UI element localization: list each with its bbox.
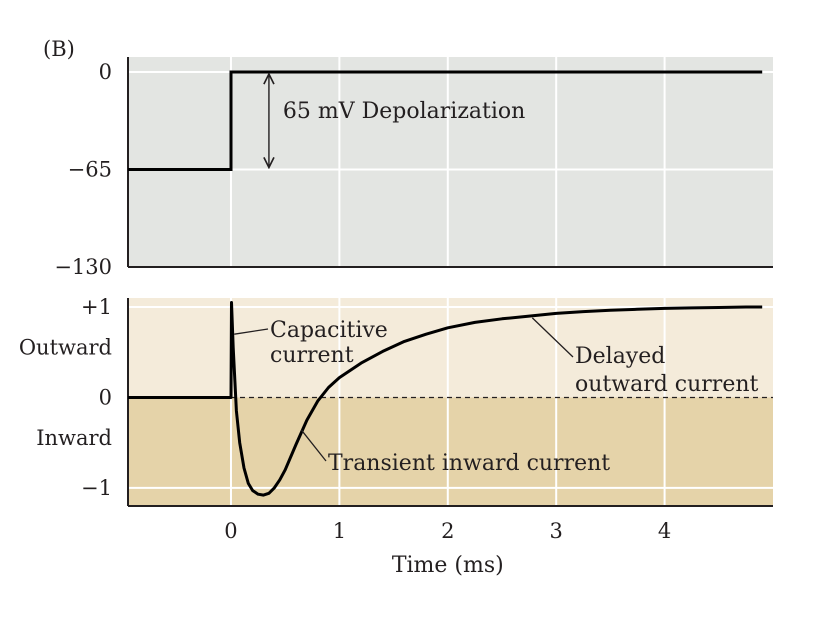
current-trace [128, 301, 763, 497]
depolarization-label: 65 mV Depolarization [283, 99, 525, 124]
current-y-tick-label: −1 [81, 476, 112, 500]
voltage-y-tick-label: −130 [54, 255, 112, 279]
current-y-ticks: +1 0 −1 [81, 295, 112, 500]
voltage-panel: 0 −65 −130 65 mV Depolarization [54, 57, 773, 279]
capacitive-current-leader [234, 328, 269, 335]
delayed-outward-current-label: Delayed [575, 344, 665, 369]
delayed-outward-current-leader [531, 317, 574, 358]
time-x-tick-label: 0 [224, 519, 237, 543]
voltage-y-tick-label: 0 [99, 60, 112, 84]
capacitive-current-label: Capacitive [270, 318, 388, 343]
current-panel: +1 0 −1 0 1 2 3 4 Outward Inward Capacitive cu… [19, 295, 773, 578]
current-y-tick-label: 0 [99, 385, 112, 409]
capacitive-current-label-line2: current [270, 343, 354, 368]
time-x-tick-label: 3 [550, 519, 563, 543]
time-x-tick-label: 2 [441, 519, 454, 543]
delayed-outward-current-label-line2: outward current [575, 372, 759, 397]
panel-label: (B) [43, 37, 75, 61]
transient-inward-current-label: Transient inward current [328, 451, 610, 476]
time-x-ticks: 0 1 2 3 4 [224, 519, 671, 543]
time-x-tick-label: 4 [658, 519, 671, 543]
x-axis-title: Time (ms) [392, 553, 504, 578]
current-y-tick-label: +1 [81, 295, 112, 319]
outward-label: Outward [19, 336, 112, 360]
voltage-panel-background [128, 57, 773, 267]
voltage-y-ticks: 0 −65 −130 [54, 60, 112, 279]
voltage-trace [128, 70, 763, 171]
voltage-y-tick-label: −65 [68, 158, 112, 182]
transient-inward-current-leader [300, 429, 327, 462]
inward-label: Inward [36, 426, 112, 450]
time-x-tick-label: 1 [333, 519, 346, 543]
